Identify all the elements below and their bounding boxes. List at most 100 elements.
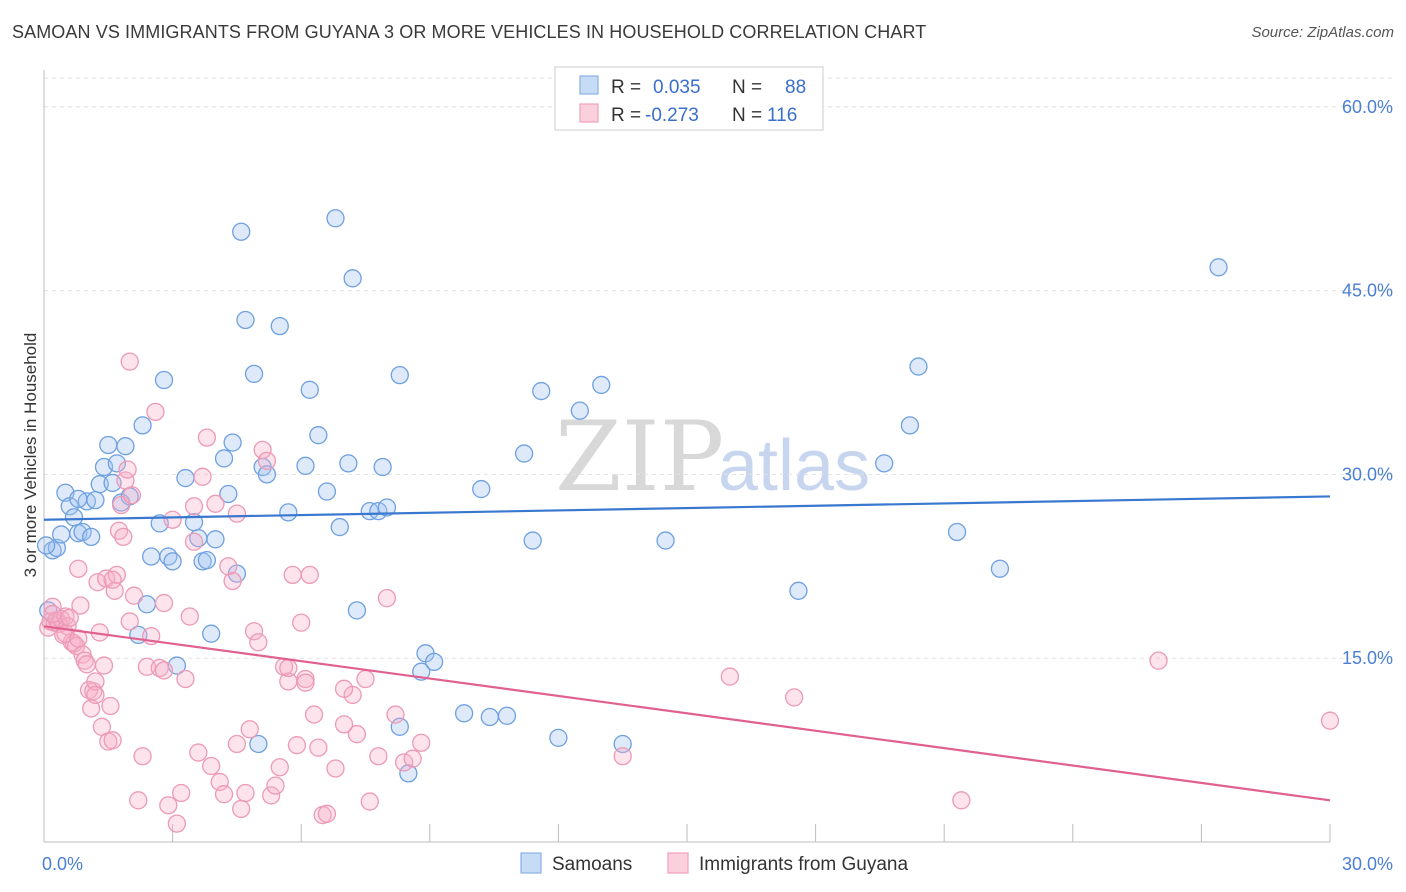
guyana-point-59	[206, 494, 225, 513]
samoan-point-80	[875, 454, 894, 473]
guyana-point-65	[232, 799, 251, 819]
guyana-point-85	[317, 804, 337, 823]
guyana-point-83	[309, 738, 328, 757]
x-tick-label-max: 30.0%	[1342, 854, 1393, 874]
samoan-point-60	[377, 498, 397, 517]
legend-r-label-1: R =	[611, 105, 641, 126]
samoan-point-61	[390, 365, 409, 385]
samoan-point-45	[257, 465, 277, 484]
guyana-point-114	[296, 673, 315, 692]
guyana-point-100	[785, 688, 804, 707]
bottom-legend-guyana: Immigrants from Guyana	[699, 854, 908, 875]
y-axis-title: 3 or more Vehicles in Household	[21, 333, 40, 578]
guyana-point-49	[163, 510, 182, 529]
guyana-point-55	[189, 743, 208, 762]
guyana-point-67	[240, 720, 259, 739]
guyana-point-102	[1149, 651, 1168, 670]
samoan-point-18	[116, 437, 135, 456]
samoan-point-53	[330, 517, 349, 537]
samoan-point-71	[514, 444, 534, 463]
guyana-point-14	[69, 559, 88, 578]
guyana-point-41	[129, 791, 148, 810]
samoan-point-35	[206, 530, 225, 549]
samoan-point-66	[424, 652, 444, 672]
samoan-point-85	[1209, 258, 1228, 277]
samoan-point-41	[236, 310, 255, 330]
samoan-point-68	[472, 479, 491, 499]
samoan-point-34	[202, 624, 221, 643]
guyana-point-51	[172, 783, 191, 803]
guyana-point-87	[334, 715, 354, 734]
guyana-point-82	[304, 705, 324, 724]
legend-r-label-0: R =	[611, 77, 641, 98]
y-tick-label-2: 45.0%	[1342, 281, 1393, 301]
guyana-point-111	[184, 532, 204, 551]
samoan-point-81	[900, 416, 920, 435]
samoan-point-87	[69, 489, 88, 509]
guyana-point-109	[120, 612, 139, 631]
samoan-point-84	[990, 559, 1010, 578]
watermark-atlas: atlas	[718, 426, 870, 506]
guyana-point-96	[403, 749, 422, 768]
guyana-point-69	[249, 633, 268, 652]
guyana-point-92	[369, 747, 388, 766]
guyana-point-93	[377, 588, 397, 608]
guyana-point-50	[167, 814, 187, 833]
guyana-point-110	[154, 661, 174, 680]
guyana-point-38	[120, 352, 139, 371]
samoan-point-14	[99, 435, 118, 455]
legend-r-value-0: 0.035	[653, 77, 701, 98]
guyana-point-62	[219, 557, 238, 576]
guyana-point-81	[300, 565, 319, 585]
samoan-point-3	[51, 525, 71, 544]
guyana-point-39	[122, 486, 142, 505]
samoan-point-10	[82, 527, 101, 547]
samoan-point-47	[279, 503, 298, 522]
samoan-point-75	[570, 401, 589, 420]
trend-lines	[43, 495, 1331, 802]
samoan-point-78	[656, 531, 675, 550]
samoan-point-79	[789, 581, 808, 600]
samoan-point-50	[309, 426, 328, 445]
guyana-point-63	[223, 571, 242, 591]
guyana-point-66	[236, 783, 255, 803]
samoan-point-33	[197, 551, 217, 570]
trend-line-samoans	[43, 495, 1331, 521]
guyana-point-18	[77, 655, 97, 674]
guyana-point-94	[386, 705, 405, 724]
y-tick-label-1: 30.0%	[1342, 464, 1393, 484]
samoan-point-38	[223, 433, 242, 452]
guyana-point-89	[347, 725, 367, 744]
samoan-point-59	[373, 457, 392, 477]
guyana-point-115	[334, 679, 354, 698]
guyana-point-53	[180, 607, 199, 626]
samoan-point-8	[73, 522, 92, 542]
samoan-point-86	[36, 536, 56, 555]
samoan-point-83	[947, 522, 967, 542]
guyana-point-61	[214, 785, 234, 804]
chart-title: SAMOAN VS IMMIGRANTS FROM GUYANA 3 OR MO…	[12, 22, 927, 42]
guyana-point-58	[202, 756, 221, 776]
watermark-zip: ZIP	[555, 401, 724, 513]
legend-r-value-1: -0.273	[645, 105, 699, 126]
guyana-point-99	[720, 667, 740, 686]
samoan-point-70	[497, 706, 517, 725]
guyana-point-104	[43, 604, 62, 624]
guyana-point-97	[412, 733, 431, 752]
guyana-point-70	[253, 440, 272, 460]
guyana-point-90	[356, 669, 375, 689]
legend-n-value-1: 116	[767, 105, 797, 126]
guyana-point-68	[244, 622, 264, 641]
guyana-point-112	[227, 734, 247, 754]
guyana-point-101	[952, 791, 971, 810]
guyana-point-56	[193, 467, 212, 486]
guyana-point-86	[326, 759, 345, 778]
guyana-point-64	[227, 504, 247, 523]
legend-n-value-0: 88	[785, 77, 806, 98]
guyana-point-40	[124, 586, 144, 605]
samoan-point-40	[232, 222, 251, 241]
source-label: Source: ZipAtlas.com	[1251, 24, 1394, 41]
guyana-point-15	[71, 596, 90, 615]
samoan-point-23	[142, 547, 161, 566]
